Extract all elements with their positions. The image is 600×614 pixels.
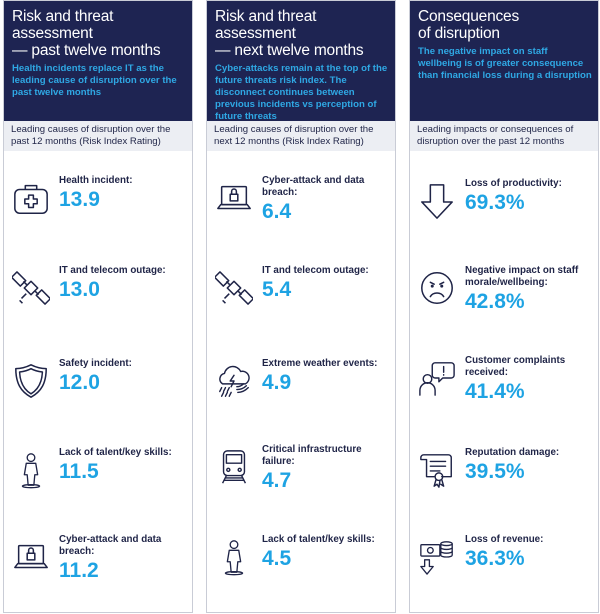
person-icon [215, 538, 253, 576]
item-label: Negative impact on staff morale/wellbein… [465, 265, 579, 288]
list-item: Cyber-attack and data breach: 11.2 [4, 534, 192, 614]
person-icon [12, 451, 50, 489]
item-label: IT and telecom outage: [59, 265, 166, 276]
certificate-icon [418, 451, 456, 489]
list-item: Extreme weather events: 4.9 [207, 358, 395, 438]
item-label: IT and telecom outage: [262, 265, 369, 276]
laptop-lock-icon [215, 179, 253, 217]
column-subtitle: Cyber-attacks remain at the top of the f… [215, 63, 388, 122]
column-past-twelve-months: Risk and threat assessment — past twelve… [3, 0, 193, 613]
item-label: Safety incident: [59, 358, 132, 369]
column-title: Risk and threat assessment — past twelve… [12, 8, 161, 59]
item-label: Lack of talent/key skills: [59, 447, 172, 458]
item-value: 6.4 [262, 200, 292, 223]
column-subtitle: Health incidents replace IT as the leadi… [12, 63, 177, 98]
column-subtitle: The negative impact on staff wellbeing i… [418, 46, 592, 81]
list-item: Lack of talent/key skills: 11.5 [4, 447, 192, 527]
item-value: 11.5 [59, 460, 99, 483]
medical-kit-icon [12, 179, 50, 217]
laptop-lock-icon [12, 538, 50, 576]
list-item: Cyber-attack and data breach: 6.4 [207, 175, 395, 255]
item-value: 36.3% [465, 547, 525, 570]
list-item: Negative impact on staff morale/wellbein… [410, 265, 598, 345]
column-header: Consequences of disruption The negative … [410, 1, 598, 121]
item-value: 39.5% [465, 460, 525, 483]
column-band: Leading impacts or consequences of disru… [410, 121, 598, 151]
item-value: 41.4% [465, 380, 525, 403]
item-value: 11.2 [59, 559, 99, 582]
item-label: Customer complaints received: [465, 355, 566, 378]
list-item: Loss of productivity: 69.3% [410, 178, 598, 258]
item-value: 42.8% [465, 290, 525, 313]
column-band: Leading causes of disruption over the pa… [4, 121, 192, 151]
column-title: Consequences of disruption [418, 8, 520, 42]
column-header: Risk and threat assessment — next twelve… [207, 1, 395, 122]
item-label: Health incident: [59, 175, 133, 186]
item-value: 5.4 [262, 278, 292, 301]
shield-icon [12, 362, 50, 400]
list-item: IT and telecom outage: 5.4 [207, 265, 395, 345]
list-item: IT and telecom outage: 13.0 [4, 265, 192, 345]
storm-cloud-icon [215, 362, 253, 400]
item-label: Cyber-attack and data breach: [59, 534, 162, 557]
list-item: Safety incident: 12.0 [4, 358, 192, 438]
list-item: Reputation damage: 39.5% [410, 447, 598, 527]
column-title: Risk and threat assessment — next twelve… [215, 8, 364, 59]
list-item: Loss of revenue: 36.3% [410, 534, 598, 614]
column-next-twelve-months: Risk and threat assessment — next twelve… [206, 0, 396, 613]
item-value: 13.0 [59, 278, 100, 301]
item-value: 12.0 [59, 371, 100, 394]
item-label: Cyber-attack and data breach: [262, 175, 365, 198]
satellite-icon [215, 269, 253, 307]
money-down-icon [418, 538, 456, 576]
column-consequences: Consequences of disruption The negative … [409, 0, 599, 613]
column-header: Risk and threat assessment — past twelve… [4, 1, 192, 121]
item-value: 13.9 [59, 188, 100, 211]
item-label: Extreme weather events: [262, 358, 378, 369]
list-item: Customer complaints received: 41.4% [410, 355, 598, 435]
complaint-speech-icon [418, 359, 456, 397]
list-item: Health incident: 13.9 [4, 175, 192, 255]
satellite-icon [12, 269, 50, 307]
down-arrow-icon [418, 182, 456, 220]
item-value: 4.7 [262, 469, 292, 492]
item-value: 69.3% [465, 191, 525, 214]
train-icon [215, 448, 253, 486]
item-label: Loss of revenue: [465, 534, 544, 545]
item-label: Lack of talent/key skills: [262, 534, 375, 545]
sad-face-icon [418, 269, 456, 307]
list-item: Lack of talent/key skills: 4.5 [207, 534, 395, 614]
item-value: 4.9 [262, 371, 292, 394]
column-band: Leading causes of disruption over the ne… [207, 121, 395, 151]
item-label: Loss of productivity: [465, 178, 562, 189]
list-item: Critical infrastructure failure: 4.7 [207, 444, 395, 524]
item-label: Reputation damage: [465, 447, 560, 458]
item-value: 4.5 [262, 547, 292, 570]
item-label: Critical infrastructure failure: [262, 444, 362, 467]
